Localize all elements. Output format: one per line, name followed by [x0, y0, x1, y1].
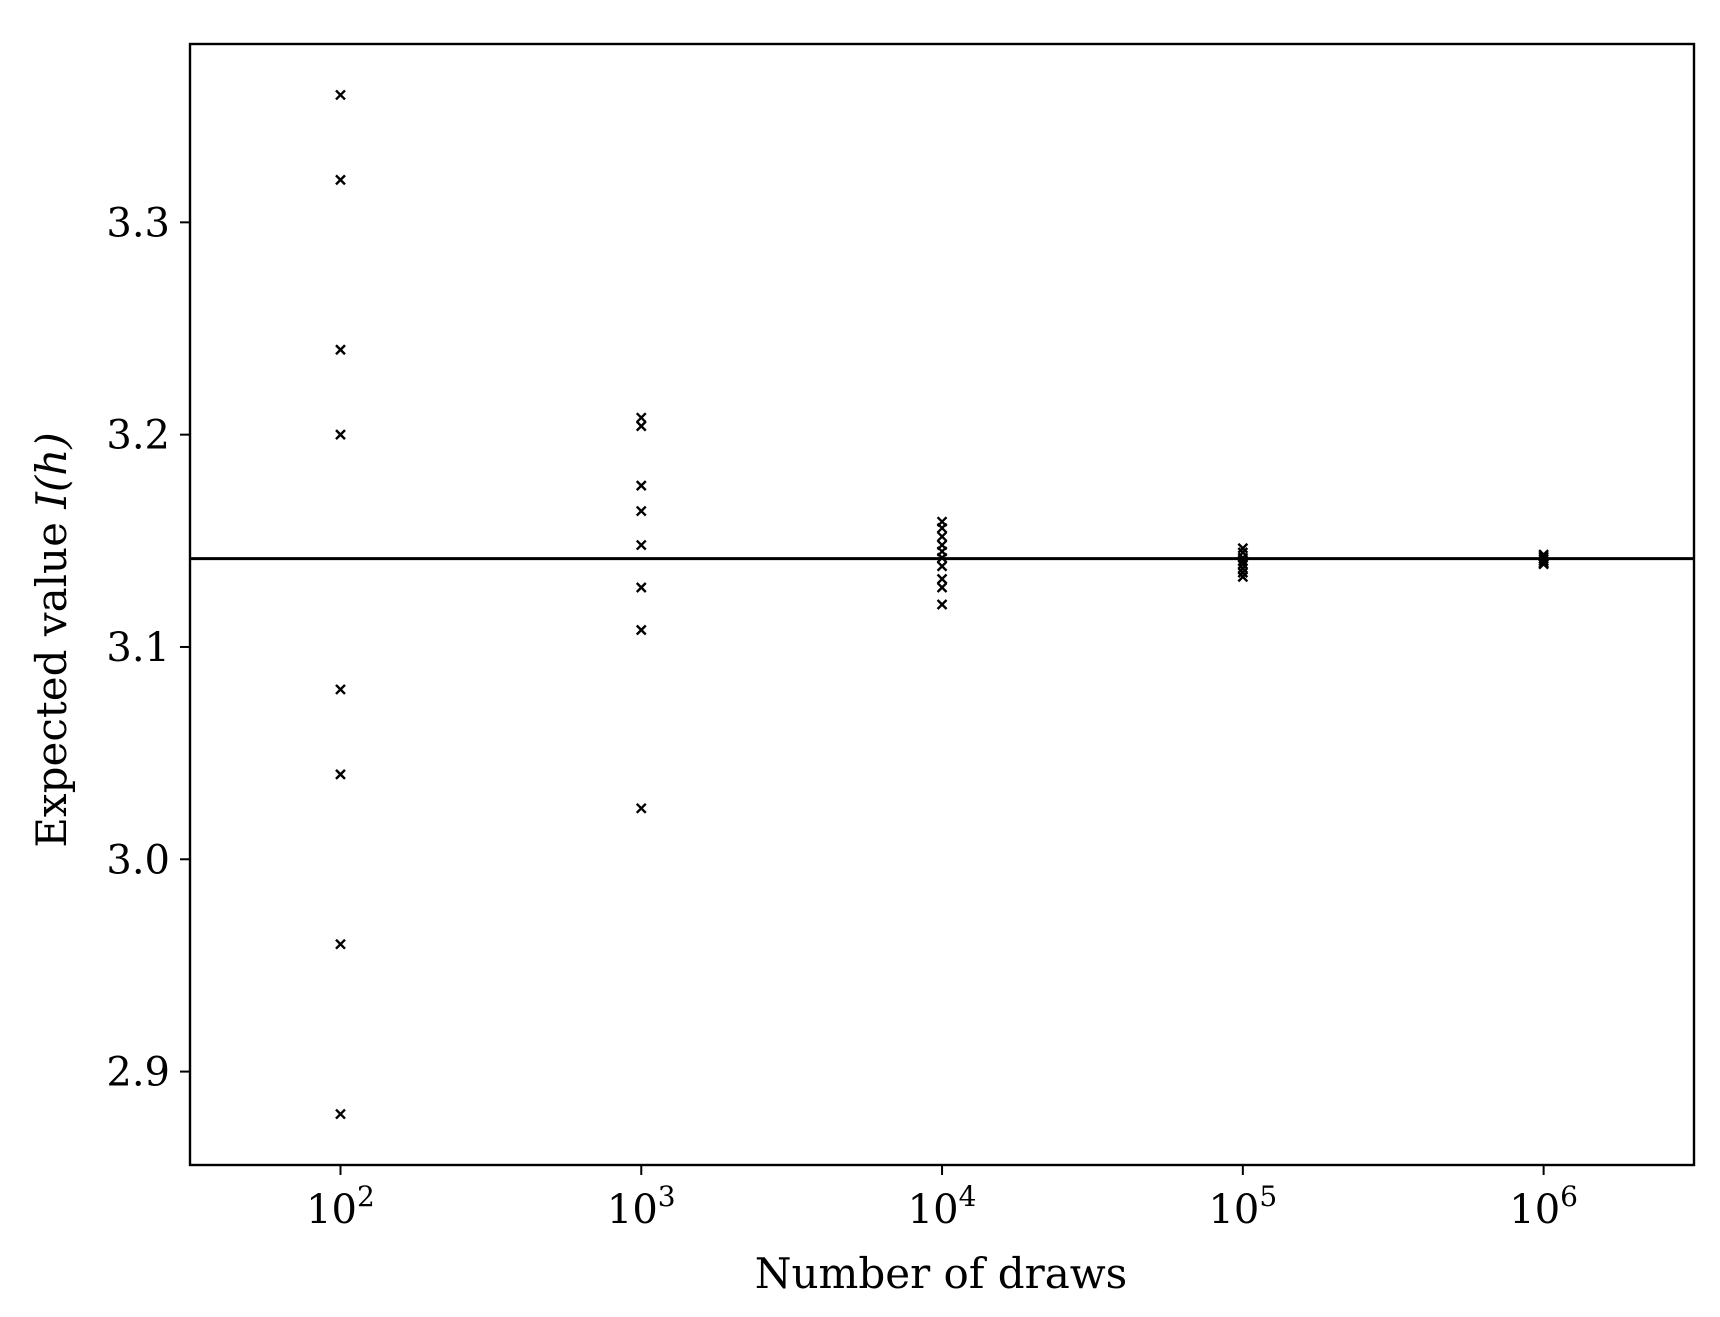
data-point-stroke — [1237, 558, 1249, 570]
data-point — [936, 573, 948, 585]
data-point — [936, 552, 948, 564]
y-axis-label: Expected value I(h) — [27, 432, 76, 847]
data-point — [635, 624, 647, 636]
data-point-stroke — [635, 480, 647, 491]
x-tick-base: 10 — [1208, 1187, 1259, 1233]
x-tick-label: 106 — [1509, 1180, 1578, 1233]
data-point-stroke — [335, 89, 346, 101]
x-tick-label: 104 — [908, 1180, 977, 1233]
x-tick-base: 10 — [607, 1187, 658, 1233]
data-point — [1538, 555, 1549, 567]
y-tick-label: 3.1 — [106, 625, 170, 671]
data-point — [335, 938, 346, 950]
data-point-stroke — [1538, 558, 1549, 570]
data-point-stroke — [635, 539, 647, 551]
data-point — [936, 531, 948, 542]
x-tick-label: 102 — [306, 1180, 375, 1233]
data-point — [635, 802, 647, 814]
y-tick-label: 3.2 — [106, 413, 170, 459]
data-point — [936, 522, 948, 534]
data-point — [335, 684, 346, 695]
y-tick-label: 3.3 — [106, 200, 170, 246]
x-tick-base: 10 — [306, 1187, 357, 1233]
data-point — [335, 1108, 346, 1120]
data-point-stroke — [1237, 567, 1249, 579]
x-axis-label: Number of draws — [755, 1249, 1127, 1298]
data-point — [936, 599, 948, 610]
data-point — [635, 582, 647, 593]
data-point — [635, 480, 647, 491]
data-point-stroke — [1237, 563, 1249, 574]
data-point-stroke — [335, 938, 346, 950]
data-point-stroke — [936, 582, 948, 593]
data-point-stroke — [1237, 542, 1249, 554]
y-axis-label-math: I(h) — [27, 432, 76, 509]
x-tick-label: 103 — [607, 1180, 676, 1233]
data-point — [1237, 567, 1249, 579]
data-point-stroke — [936, 599, 948, 610]
x-tick-exponent: 5 — [1259, 1180, 1277, 1213]
data-point-stroke — [335, 174, 346, 186]
x-tick-exponent: 3 — [658, 1180, 676, 1213]
data-point — [1538, 558, 1549, 570]
data-point-stroke — [936, 552, 948, 564]
data-point — [936, 560, 948, 572]
data-point — [1237, 563, 1249, 574]
data-point-stroke — [936, 573, 948, 585]
x-tick-exponent: 6 — [1560, 1180, 1578, 1213]
data-point-stroke — [335, 429, 346, 441]
y-tick-label: 2.9 — [106, 1050, 170, 1096]
data-point-stroke — [635, 412, 647, 424]
data-point — [1237, 558, 1249, 570]
x-tick-base: 10 — [1509, 1187, 1560, 1233]
data-point — [335, 768, 346, 780]
x-tick-base: 10 — [908, 1187, 959, 1233]
data-point — [1237, 571, 1249, 583]
x-tick-label: 105 — [1208, 1180, 1277, 1233]
data-point-stroke — [335, 344, 346, 356]
data-point — [335, 429, 346, 441]
data-point-stroke — [1538, 555, 1549, 567]
data-point — [335, 174, 346, 186]
data-point-stroke — [635, 582, 647, 593]
data-point — [335, 344, 346, 356]
data-point — [1237, 542, 1249, 554]
data-point-stroke — [936, 560, 948, 572]
data-point — [635, 412, 647, 424]
data-point-stroke — [335, 768, 346, 780]
data-point-stroke — [936, 522, 948, 534]
data-point — [936, 582, 948, 593]
x-tick-exponent: 4 — [959, 1180, 977, 1213]
data-point-stroke — [335, 684, 346, 695]
data-point — [335, 89, 346, 101]
data-point-stroke — [635, 420, 647, 432]
data-point — [635, 505, 647, 517]
data-point — [635, 539, 647, 551]
data-point-stroke — [936, 531, 948, 542]
y-tick-label: 3.0 — [106, 837, 170, 883]
data-point-stroke — [635, 624, 647, 636]
data-point-stroke — [1237, 571, 1249, 583]
data-point-stroke — [635, 505, 647, 517]
data-point-stroke — [635, 802, 647, 814]
y-axis-label-text: Expected value — [27, 509, 76, 848]
x-tick-exponent: 2 — [357, 1180, 375, 1213]
data-point — [635, 420, 647, 432]
data-point-stroke — [335, 1108, 346, 1120]
